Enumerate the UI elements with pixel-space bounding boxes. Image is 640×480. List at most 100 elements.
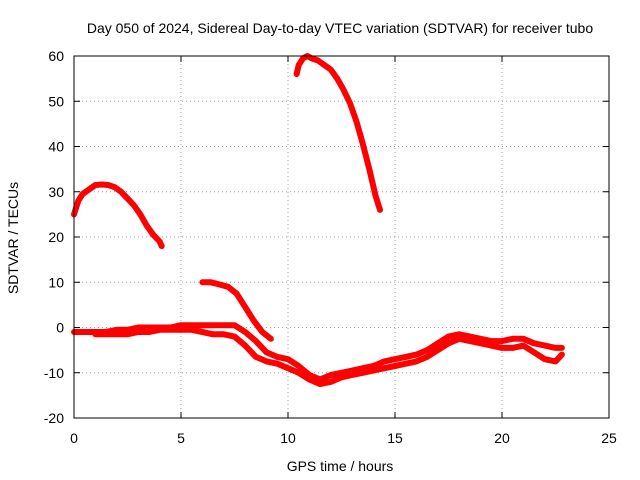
data-point [309,55,315,61]
data-point [306,377,312,383]
data-point [86,186,92,192]
data-point [520,343,526,349]
data-point [157,239,163,245]
data-point [559,345,565,351]
data-point [478,340,484,346]
data-point [112,184,118,190]
data-point [424,354,430,360]
data-point [137,211,143,217]
data-point [189,322,195,328]
data-point [435,347,441,353]
data-point [413,358,419,364]
data-point [264,358,270,364]
y-tick-label: 10 [48,274,64,290]
data-point [125,331,130,337]
data-point [259,329,265,335]
data-point [159,243,165,249]
data-point [403,354,409,360]
data-point [520,336,526,342]
x-tick-label: 20 [494,430,510,446]
y-tick-label: -10 [44,365,64,381]
y-tick-label: 20 [48,229,64,245]
chart-title: Day 050 of 2024, Sidereal Day-to-day VTE… [87,20,594,36]
data-point [315,58,321,64]
data-point [373,193,379,199]
data-point [446,334,451,340]
data-point [92,182,98,188]
data-point [135,329,141,335]
x-tick-label: 25 [601,430,617,446]
data-point [217,282,223,288]
data-point [178,327,184,333]
y-tick-label: 0 [56,320,64,336]
x-tick-label: 5 [177,430,185,446]
data-point [392,356,398,362]
data-point [253,338,259,344]
y-axis-label: SDTVAR / TECUs [5,182,21,294]
series-line-arc-1 [71,181,165,250]
data-point [268,336,274,342]
data-point [80,191,86,197]
data-point [167,327,173,333]
data-point [510,336,516,342]
data-point [456,336,462,342]
data-point [334,76,340,82]
data-point [242,343,248,349]
data-point [392,363,398,369]
data-point [210,331,216,337]
data-point [296,363,302,369]
y-tick-label: 30 [48,184,64,200]
data-point [300,55,306,61]
data-point [353,119,359,125]
data-point [189,327,195,333]
x-tick-label: 10 [280,430,296,446]
data-point [424,347,430,353]
data-point [360,141,366,147]
data-point [285,356,291,362]
data-point [118,189,124,195]
data-point [208,279,214,285]
series-group [71,53,565,388]
data-point [82,329,88,335]
data-point [274,361,280,367]
data-point [296,62,302,68]
y-tick-label: 50 [48,93,64,109]
data-point [199,329,205,335]
data-point [285,365,291,371]
data-point [542,343,548,349]
data-point [232,322,237,328]
data-point [242,304,248,310]
data-point [371,367,377,373]
data-point [403,361,409,367]
data-point [210,322,216,328]
x-axis-label: GPS time / hours [287,458,394,474]
y-tick-label: 40 [48,139,64,155]
data-point [274,354,280,360]
data-point [221,322,227,328]
data-point [125,196,130,202]
data-point [559,352,565,358]
data-point [114,331,120,337]
data-point [467,338,473,344]
data-point [232,334,237,340]
data-point [510,345,516,351]
data-point [499,345,505,351]
data-point [75,198,81,204]
data-point [150,232,156,238]
data-point [381,358,387,364]
data-point [553,358,558,364]
y-tick-label: -20 [44,410,64,426]
data-point [349,372,355,378]
data-point [296,370,302,376]
data-point [294,71,300,77]
data-point [264,349,270,355]
x-tick-label: 15 [387,430,403,446]
data-point [199,279,205,285]
x-tick-label: 0 [70,430,78,446]
data-point [225,284,231,290]
grid-lines [74,56,609,418]
data-point [328,379,334,385]
data-point [542,356,548,362]
data-point [347,101,353,107]
